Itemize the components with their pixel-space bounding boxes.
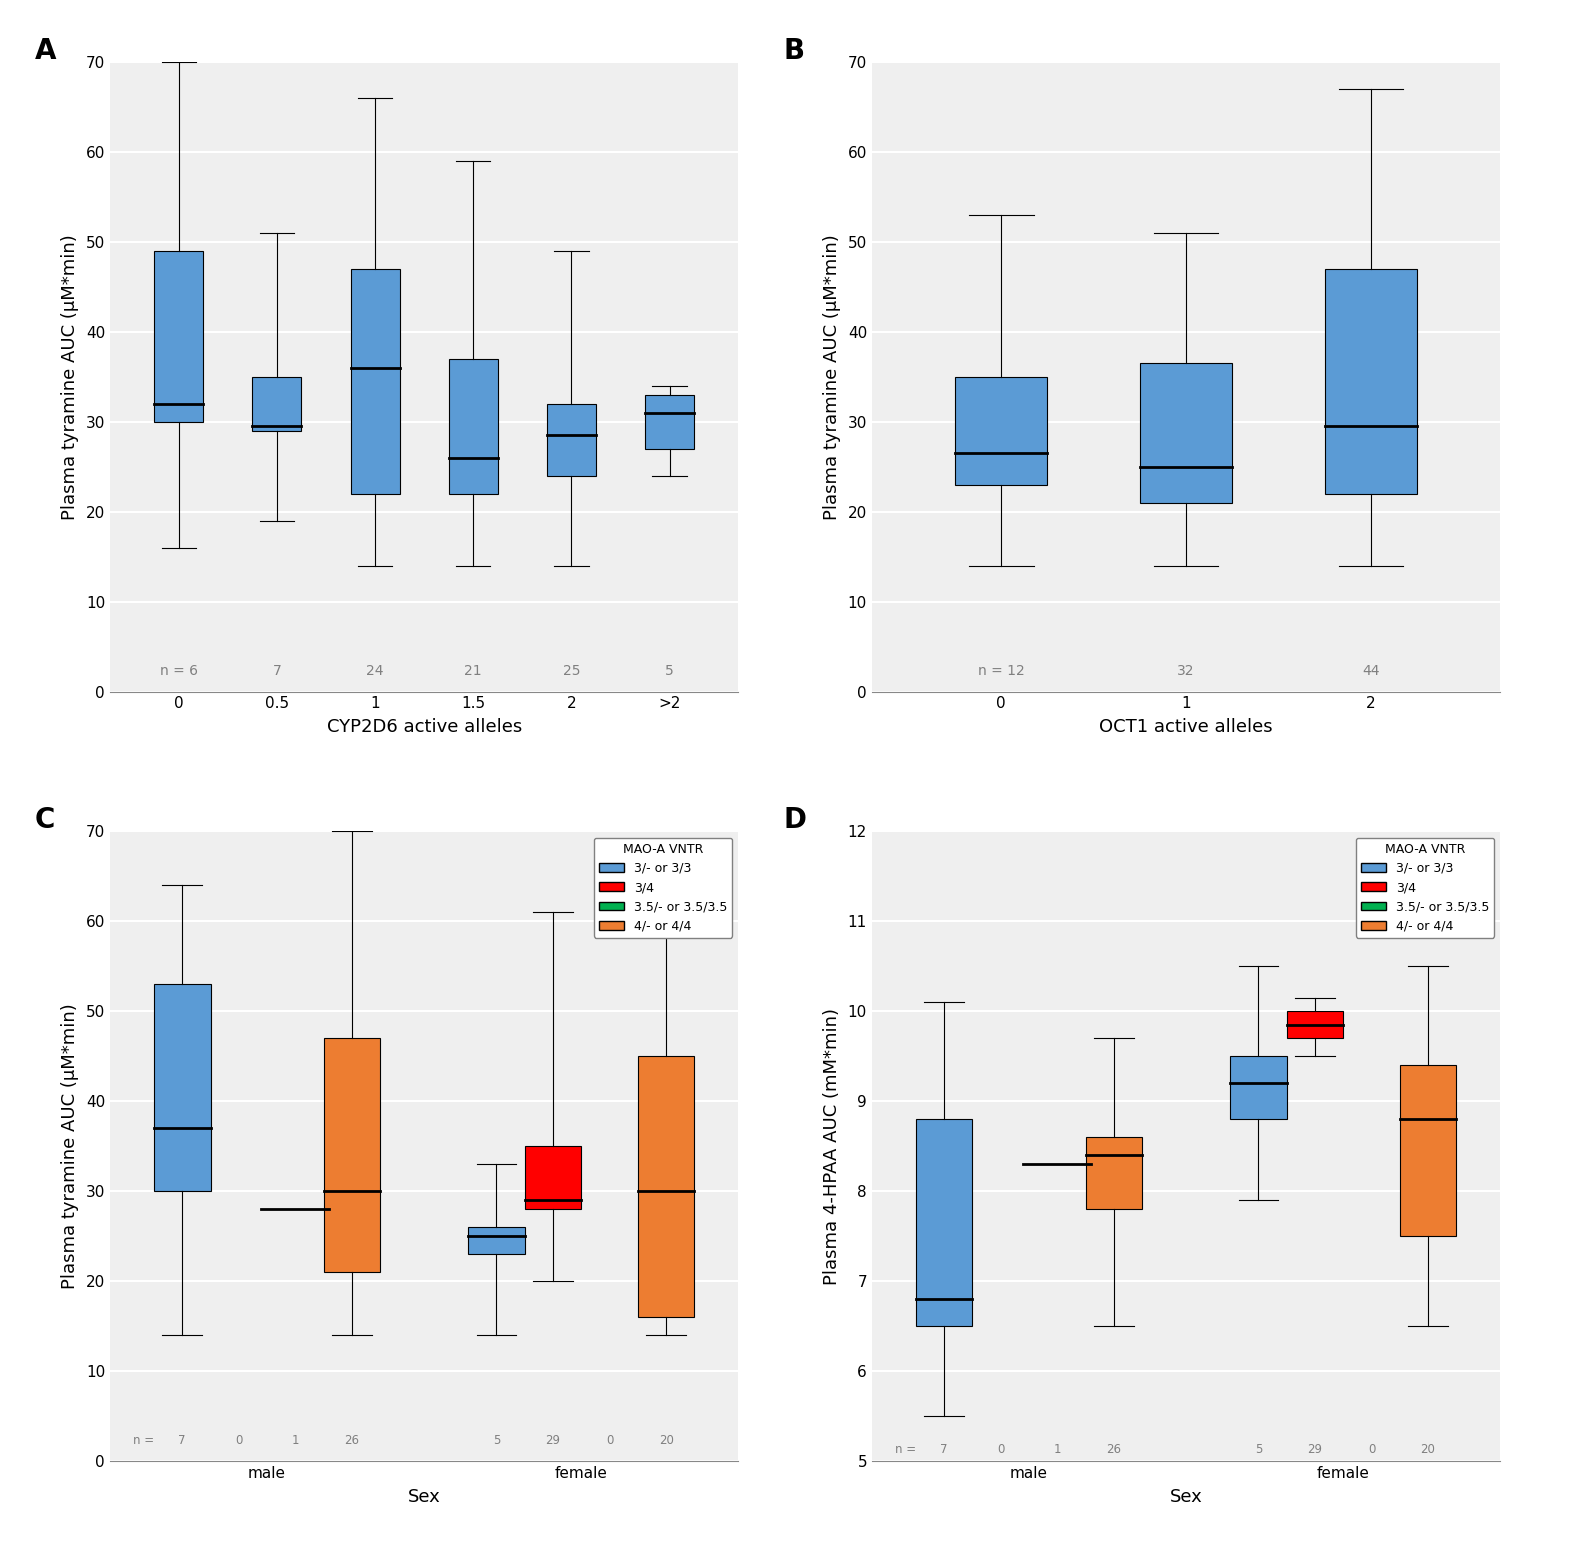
Text: 7: 7 [941, 1444, 947, 1456]
Text: 0: 0 [1368, 1444, 1375, 1456]
Text: 0: 0 [606, 1434, 613, 1447]
Bar [468, 1228, 525, 1254]
Text: 26: 26 [344, 1434, 360, 1447]
Bar [1287, 1012, 1343, 1038]
Text: 1: 1 [1054, 1444, 1060, 1456]
Bar [1400, 1064, 1456, 1235]
Text: n = 6: n = 6 [160, 664, 198, 678]
X-axis label: CYP2D6 active alleles: CYP2D6 active alleles [327, 718, 522, 737]
Y-axis label: Plasma tyramine AUC (μM*min): Plasma tyramine AUC (μM*min) [61, 235, 79, 519]
Bar [646, 395, 694, 449]
Text: 24: 24 [366, 664, 383, 678]
Bar [253, 378, 302, 430]
Bar [525, 1147, 581, 1209]
Text: 5: 5 [665, 664, 674, 678]
Text: 0: 0 [998, 1444, 1004, 1456]
Text: 25: 25 [562, 664, 580, 678]
Y-axis label: Plasma tyramine AUC (μM*min): Plasma tyramine AUC (μM*min) [823, 235, 840, 519]
Text: B: B [784, 37, 804, 65]
Bar [449, 359, 498, 494]
Text: D: D [784, 807, 807, 834]
Text: 29: 29 [545, 1434, 561, 1447]
X-axis label: OCT1 active alleles: OCT1 active alleles [1100, 718, 1273, 737]
Text: 29: 29 [1307, 1444, 1323, 1456]
Text: 32: 32 [1177, 664, 1196, 678]
Bar [154, 250, 203, 421]
Bar [324, 1038, 380, 1271]
Text: 0: 0 [236, 1434, 242, 1447]
Text: n =: n = [134, 1434, 154, 1447]
Text: 20: 20 [1420, 1444, 1436, 1456]
Legend: 3/- or 3/3, 3/4, 3.5/- or 3.5/3.5, 4/- or 4/4: 3/- or 3/3, 3/4, 3.5/- or 3.5/3.5, 4/- o… [594, 838, 732, 937]
Y-axis label: Plasma 4-HPAA AUC (mM*min): Plasma 4-HPAA AUC (mM*min) [823, 1007, 840, 1285]
Bar [1324, 269, 1417, 494]
Text: 26: 26 [1106, 1444, 1122, 1456]
Bar [1086, 1138, 1142, 1209]
Bar [350, 269, 399, 494]
Legend: 3/- or 3/3, 3/4, 3.5/- or 3.5/3.5, 4/- or 4/4: 3/- or 3/3, 3/4, 3.5/- or 3.5/3.5, 4/- o… [1356, 838, 1494, 937]
Bar [154, 984, 211, 1190]
Text: 7: 7 [272, 664, 281, 678]
Text: n =: n = [895, 1444, 916, 1456]
Bar [638, 1057, 694, 1316]
Bar [547, 404, 595, 476]
Y-axis label: Plasma tyramine AUC (μM*min): Plasma tyramine AUC (μM*min) [61, 1004, 79, 1288]
Text: 20: 20 [658, 1434, 674, 1447]
Text: 44: 44 [1362, 664, 1379, 678]
X-axis label: Sex: Sex [408, 1487, 440, 1506]
X-axis label: Sex: Sex [1170, 1487, 1202, 1506]
Text: 1: 1 [292, 1434, 298, 1447]
Text: 5: 5 [493, 1434, 500, 1447]
Text: 21: 21 [465, 664, 482, 678]
Bar [955, 376, 1048, 485]
Text: C: C [35, 807, 55, 834]
Text: n = 12: n = 12 [977, 664, 1024, 678]
Text: 7: 7 [179, 1434, 185, 1447]
Text: 5: 5 [1255, 1444, 1262, 1456]
Bar [1141, 364, 1232, 503]
Bar [916, 1119, 972, 1326]
Text: A: A [35, 37, 57, 65]
Bar [1230, 1057, 1287, 1119]
